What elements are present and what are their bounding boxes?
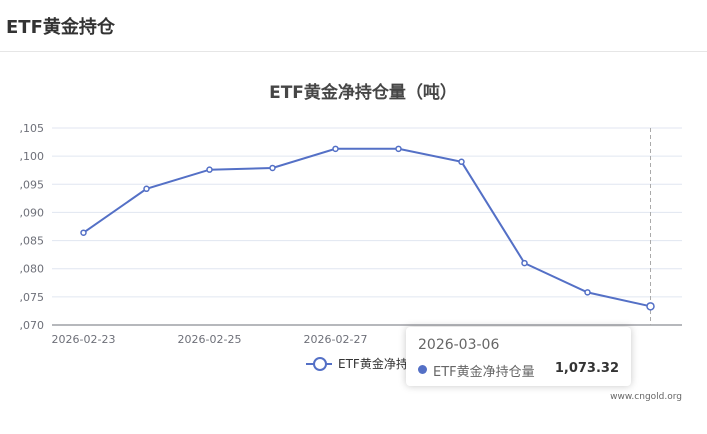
y-tick-label: ,105 bbox=[20, 122, 45, 135]
y-tick-label: ,070 bbox=[20, 319, 45, 332]
x-tick-label: 2026-02-23 bbox=[52, 333, 116, 346]
y-axis-ticks: ,070 ,075 ,080 ,085 ,090 ,095 ,100 ,105 bbox=[20, 122, 45, 332]
data-point[interactable] bbox=[458, 158, 465, 166]
data-point[interactable] bbox=[80, 229, 87, 236]
page-header: ETF黄金持仓 bbox=[0, 0, 707, 52]
chart-tooltip: 2026-03-06 ETF黄金净持仓量 1,073.32 bbox=[406, 327, 631, 386]
chart-title: ETF黄金净持仓量（吨） bbox=[269, 82, 457, 103]
grid-lines bbox=[52, 127, 682, 326]
watermark: www.cngold.org bbox=[610, 392, 682, 402]
data-point[interactable] bbox=[143, 185, 150, 193]
x-axis-ticks: 2026-02-23 2026-02-25 2026-02-27 bbox=[52, 333, 368, 346]
x-tick-label: 2026-02-27 bbox=[304, 333, 368, 346]
tooltip-value: 1,073.32 bbox=[554, 361, 619, 376]
data-point[interactable] bbox=[521, 259, 528, 267]
y-tick-label: ,085 bbox=[20, 235, 45, 248]
data-point[interactable] bbox=[395, 145, 402, 153]
y-tick-label: ,075 bbox=[20, 291, 45, 304]
page-title: ETF黄金持仓 bbox=[6, 17, 115, 38]
data-point[interactable] bbox=[269, 164, 276, 172]
y-tick-label: ,080 bbox=[20, 263, 45, 276]
data-point[interactable] bbox=[584, 289, 591, 296]
data-point[interactable] bbox=[646, 302, 655, 311]
x-tick-label: 2026-02-25 bbox=[178, 333, 242, 346]
y-tick-label: ,095 bbox=[20, 178, 45, 191]
data-point[interactable] bbox=[332, 145, 339, 153]
tooltip-date: 2026-03-06 bbox=[418, 337, 500, 353]
series-line bbox=[82, 147, 651, 308]
y-tick-label: ,100 bbox=[20, 150, 45, 163]
line-chart[interactable]: ETF黄金净持仓量（吨） ,070 ,075 ,080 ,085 ,090 ,095 ,10… bbox=[0, 52, 707, 352]
legend-circle-icon bbox=[313, 357, 327, 371]
y-tick-label: ,090 bbox=[20, 206, 45, 219]
tooltip-series-name: ETF黄金净持仓量 bbox=[433, 365, 535, 380]
data-point[interactable] bbox=[206, 166, 213, 173]
data-points bbox=[80, 145, 655, 311]
tooltip-series-dot-icon bbox=[418, 365, 427, 374]
